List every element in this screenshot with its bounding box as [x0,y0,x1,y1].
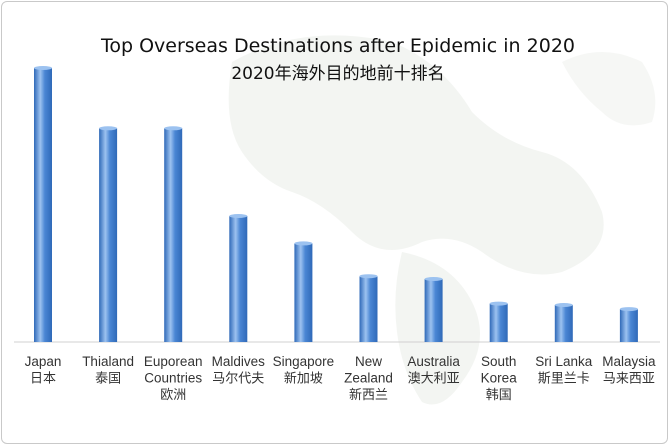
bar-top-0 [34,66,52,70]
category-label-5-2: 新西兰 [349,387,388,403]
category-label-7-0: South [481,354,516,369]
bar-top-9 [619,307,638,312]
bar-8 [554,305,573,342]
category-label-0-1: 日本 [30,372,56,387]
category-label-5-1: Zealand [344,371,393,386]
bar-top-4 [294,241,313,246]
category-label-2-0: Euporean [144,354,203,369]
bar-6 [424,279,443,342]
category-label-8-1: 斯里兰卡 [538,372,590,387]
category-label-1-0: Thialand [82,354,134,369]
bar-top-6 [424,277,443,281]
bar-5 [359,276,378,342]
category-label-3-0: Maldives [212,354,266,369]
category-label-7-2: 韩国 [486,388,512,403]
bar-top-2 [164,126,183,131]
category-label-8-0: Sri Lanka [535,354,593,369]
bar-1 [99,128,118,342]
category-label-2-1: Countries [144,371,202,386]
category-label-6-0: Australia [407,354,460,369]
category-label-0-0: Japan [25,354,62,369]
bars-group [34,66,638,342]
bar-top-7 [489,301,508,306]
category-label-7-1: Korea [481,371,518,386]
bar-top-5 [359,274,378,279]
bar-9 [619,309,638,342]
category-label-4-0: Singapore [273,354,335,369]
bar-7 [489,303,508,342]
bar-4 [294,243,313,342]
chart-subtitle: 2020年海外目的地前十排名 [231,64,444,84]
category-label-6-1: 澳大利亚 [408,371,460,387]
category-label-4-1: 新加坡 [284,371,323,387]
bar-2 [164,128,183,342]
category-label-3-1: 马尔代夫 [212,372,264,387]
category-label-2-2: 欧洲 [160,388,186,403]
category-label-9-0: Malaysia [602,354,656,369]
bar-top-8 [554,303,573,307]
bar-top-3 [229,214,248,218]
category-labels-group: Japan 日本 Thialand 泰国 Euporean Countries 欧洲 Mald… [25,354,656,403]
bar-top-1 [99,126,118,131]
chart-title: Top Overseas Destinations after Epidemic… [100,35,575,57]
category-label-5-0: New [355,354,382,369]
category-label-9-1: 马来西亚 [603,372,655,387]
bar-0 [34,68,52,342]
bar-3 [229,216,248,342]
category-label-1-1: 泰国 [95,372,121,387]
